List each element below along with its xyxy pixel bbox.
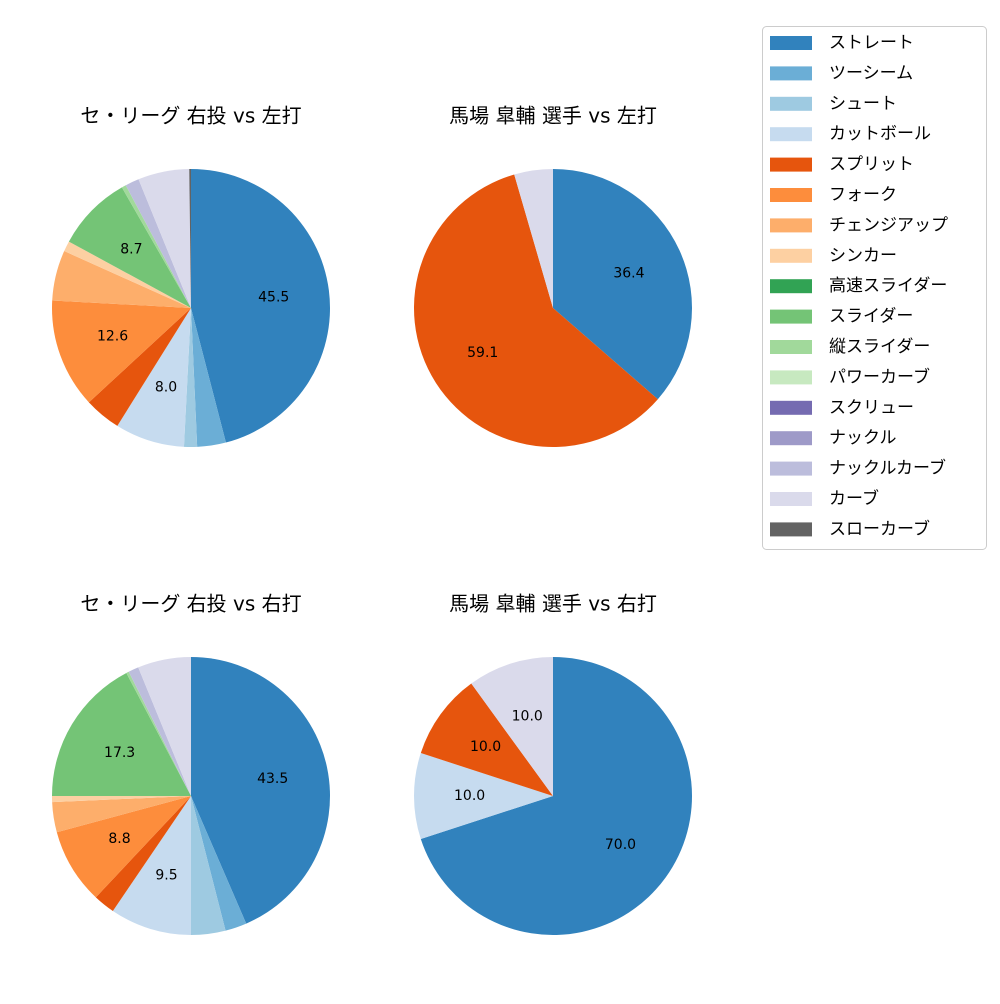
- pie-slice: [191, 796, 247, 931]
- pie-slice: [117, 308, 191, 447]
- value-label: 10.0: [470, 739, 501, 755]
- pie-slice: [52, 796, 191, 803]
- legend-label: スプリット: [829, 155, 914, 175]
- pie-slice: [125, 179, 191, 308]
- value-label: 17.3: [104, 745, 135, 761]
- legend-swatch: [770, 522, 812, 537]
- legend-swatch: [770, 279, 812, 294]
- legend-swatch: [770, 157, 812, 172]
- pie-slice: [64, 241, 191, 308]
- legend-label: ストレート: [829, 33, 914, 53]
- value-label: 8.0: [155, 380, 177, 396]
- legend-label: スローカーブ: [829, 518, 930, 539]
- pie-chart: セ・リーグ 右投 vs 右打 43.5 9.5 8.8 17.3: [52, 592, 331, 935]
- pie-slice: [88, 308, 191, 426]
- legend-label: ナックル: [829, 428, 897, 448]
- value-label: 36.4: [613, 265, 644, 281]
- legend-label: シンカー: [829, 246, 897, 266]
- pie-slice: [191, 169, 331, 443]
- legend-label: 縦スライダー: [829, 337, 930, 357]
- legend-label: 高速スライダー: [829, 276, 947, 296]
- value-label: 59.1: [467, 345, 498, 361]
- pie-slice: [138, 169, 191, 308]
- legend-swatch: [770, 492, 812, 506]
- legend-label: ツーシーム: [829, 63, 913, 83]
- legend-label: ナックルカーブ: [829, 458, 946, 479]
- legend: ストレートツーシームシュートカットボールスプリットフォークチェンジアップシンカー…: [762, 26, 987, 550]
- value-label: 45.5: [258, 289, 289, 305]
- value-label: 8.7: [120, 242, 142, 258]
- pie-slice: [52, 300, 192, 403]
- value-label: 10.0: [512, 709, 543, 725]
- pie-slice: [191, 657, 331, 924]
- legend-label: フォーク: [829, 185, 897, 205]
- pie-slice: [52, 672, 191, 796]
- legend-swatch: [770, 461, 812, 476]
- pie-slice: [189, 169, 191, 308]
- pie-chart: セ・リーグ 右投 vs 左打 45.5 8.0 12.6 8.7: [52, 104, 331, 447]
- pie-slice: [414, 174, 658, 448]
- pie-chart: 馬場 皐輔 選手 vs 右打 70.0 10.0 10.0 10.0: [413, 592, 692, 935]
- legend-swatch: [770, 127, 812, 142]
- legend-swatch: [770, 188, 812, 202]
- value-label: 10.0: [454, 788, 485, 804]
- value-label: 9.5: [155, 868, 177, 884]
- pie-slice: [95, 796, 191, 911]
- pie-slice: [191, 308, 226, 447]
- legend-swatch: [770, 400, 812, 415]
- legend-label: チェンジアップ: [829, 215, 948, 235]
- legend-swatch: [770, 66, 812, 81]
- pie-slice: [514, 169, 553, 308]
- pie-slice: [420, 657, 692, 935]
- pie-slice: [138, 657, 191, 796]
- legend-label: カットボール: [829, 124, 931, 144]
- value-label: 12.6: [97, 328, 128, 344]
- legend-swatch: [770, 36, 812, 50]
- legend-label: シュート: [829, 94, 897, 114]
- pie-slice: [413, 753, 553, 839]
- pie-slice: [126, 671, 191, 796]
- value-label: 70.0: [605, 837, 636, 853]
- legend-swatch: [770, 431, 812, 446]
- legend-swatch: [770, 218, 812, 233]
- pie-slice: [56, 796, 191, 898]
- pie-slice: [52, 796, 191, 833]
- chart-title: 馬場 皐輔 選手 vs 右打: [449, 592, 657, 616]
- value-label: 43.5: [257, 771, 288, 787]
- legend-label: スクリュー: [829, 398, 914, 418]
- chart-title: セ・リーグ 右投 vs 左打: [80, 104, 301, 128]
- legend-swatch: [770, 96, 812, 111]
- pie-slice: [191, 796, 226, 935]
- legend-swatch: [770, 309, 812, 324]
- pie-slice: [128, 667, 191, 796]
- legend-frame: [762, 26, 987, 550]
- chart-title: セ・リーグ 右投 vs 右打: [80, 592, 301, 616]
- pie-slice: [112, 796, 191, 935]
- pie-slice: [68, 187, 191, 308]
- legend-label: カーブ: [829, 488, 879, 509]
- chart-title: 馬場 皐輔 選手 vs 左打: [449, 104, 657, 128]
- legend-label: パワーカーブ: [829, 366, 930, 387]
- pie-slice: [121, 185, 191, 308]
- legend-swatch: [770, 248, 812, 263]
- pie-slice: [420, 683, 553, 796]
- value-label: 8.8: [108, 831, 130, 847]
- pie-chart: 馬場 皐輔 選手 vs 左打 36.4 59.1: [414, 104, 692, 448]
- pie-slice: [553, 169, 692, 400]
- pie-slice: [471, 657, 553, 796]
- pie-slice: [183, 308, 198, 447]
- legend-swatch: [770, 370, 812, 385]
- legend-swatch: [770, 340, 812, 354]
- pie-slice: [52, 251, 192, 308]
- legend-label: スライダー: [829, 307, 913, 327]
